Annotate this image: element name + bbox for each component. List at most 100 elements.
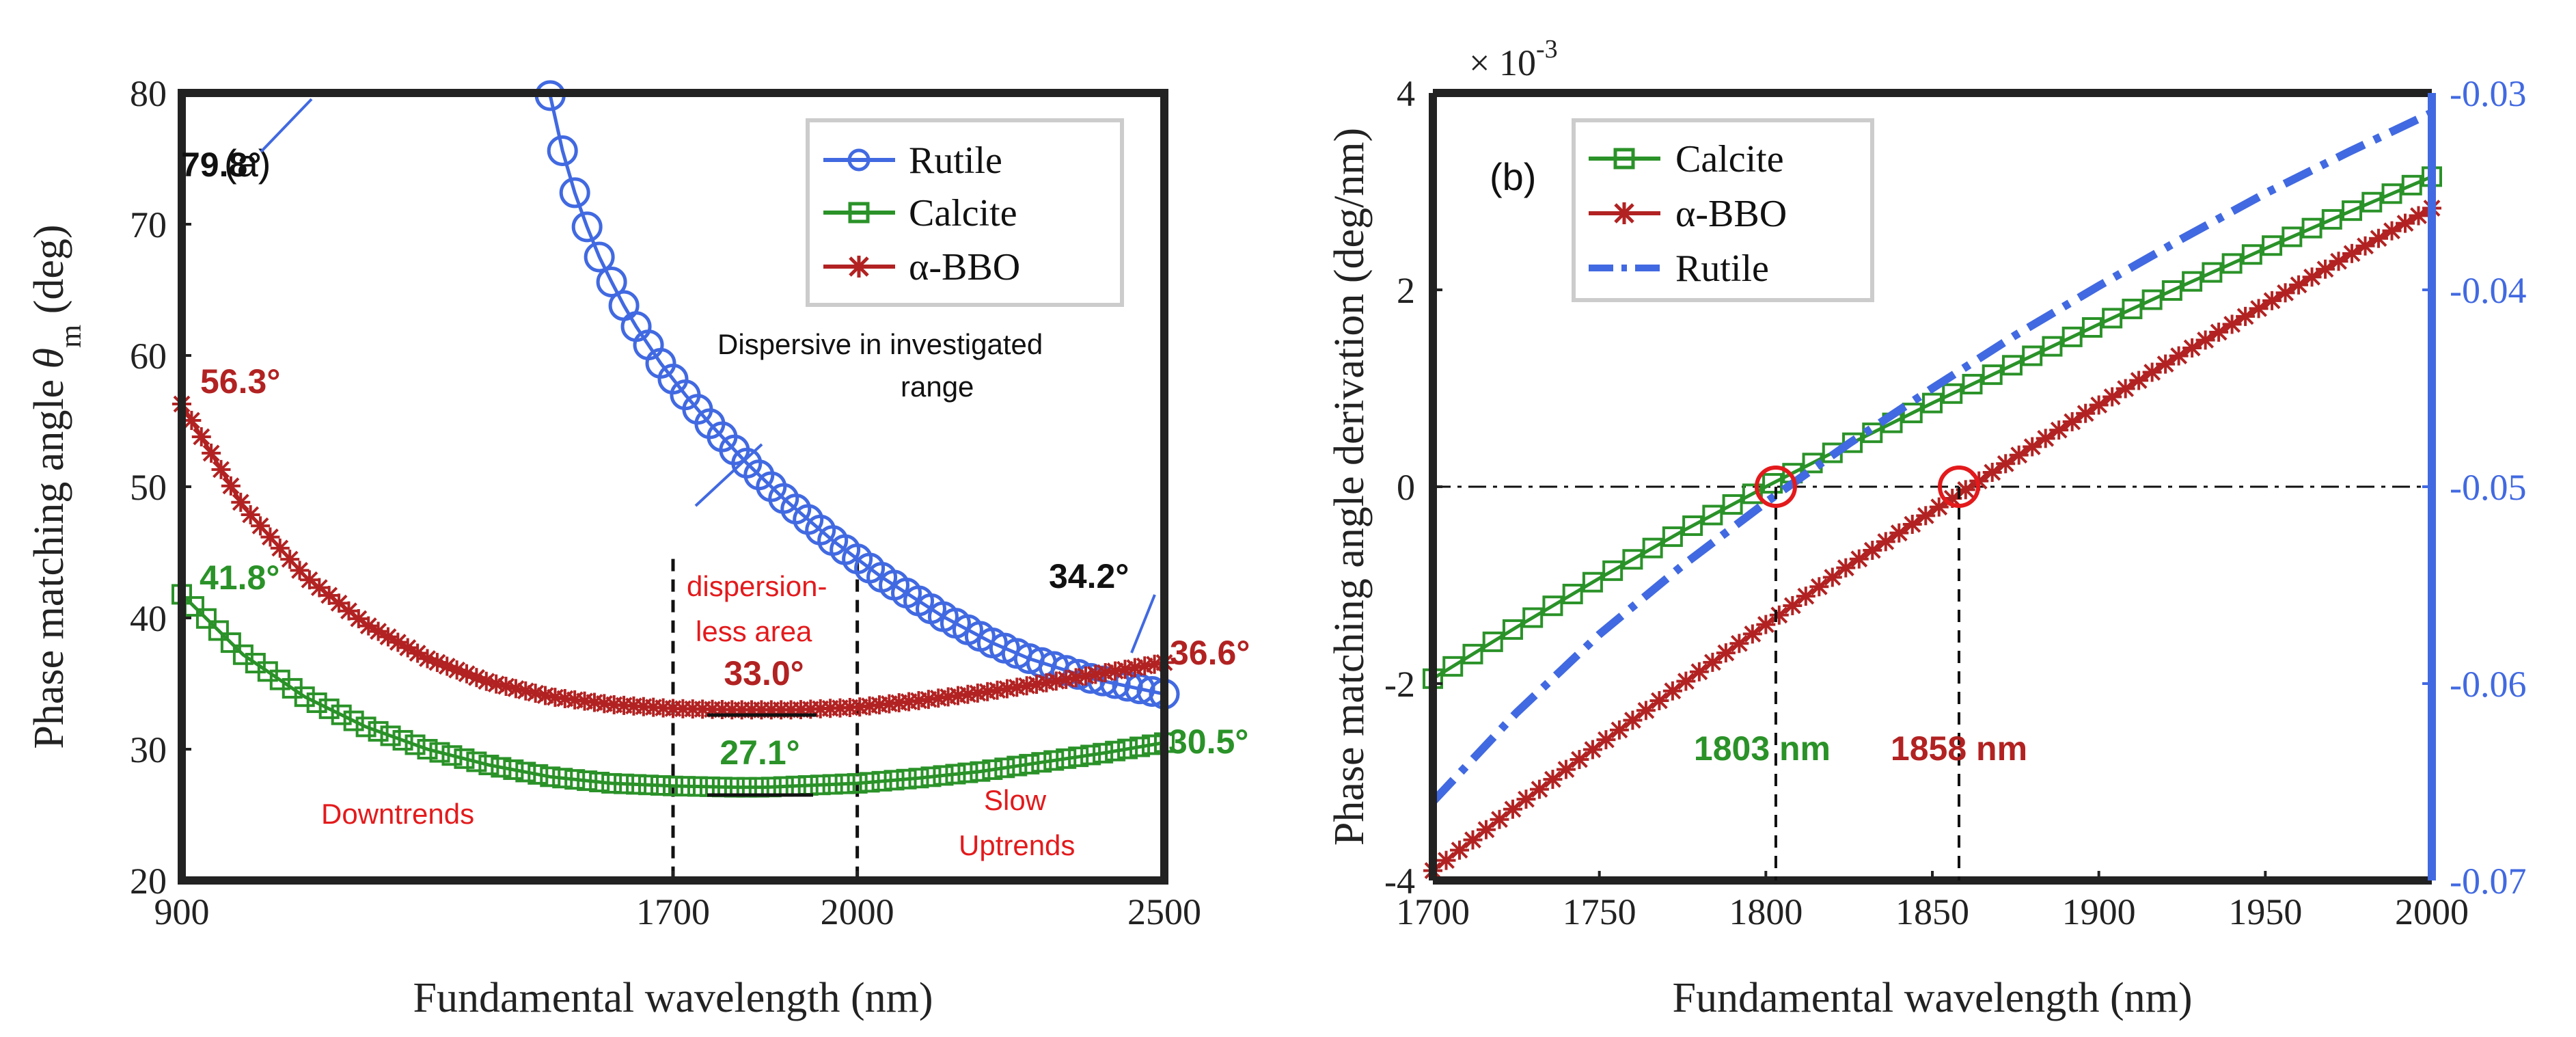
data-point <box>1596 730 1616 750</box>
data-point <box>1582 571 1603 593</box>
legend-bbo-marker <box>848 256 870 278</box>
panel-a-legend: Rutile Calcite α-BBO <box>806 118 1124 307</box>
panel-b-ytick-left-label: -2 <box>1384 664 1415 705</box>
data-point <box>1876 532 1895 552</box>
panel-b-ytick-left-label: -4 <box>1384 861 1415 902</box>
panel-b-multiplier-exp: -3 <box>1536 35 1558 64</box>
series-b-markers-calcite <box>1423 166 2442 689</box>
data-point <box>2182 271 2203 292</box>
data-point <box>1742 624 1762 644</box>
data-point <box>260 527 280 547</box>
data-point <box>601 772 622 794</box>
annotation-33-0: 33.0° <box>724 654 804 692</box>
data-point <box>241 505 260 525</box>
data-point <box>2321 208 2342 230</box>
data-point <box>847 772 868 794</box>
legend-calcite-label: Calcite <box>909 192 1017 234</box>
data-point <box>2042 336 2063 357</box>
data-point <box>2102 387 2122 407</box>
panel-a-ylabel-sub: m <box>54 325 87 348</box>
panel-b-multiplier: × 10-3 <box>1469 35 1558 83</box>
data-point <box>1623 710 1643 730</box>
data-point <box>2401 174 2422 196</box>
data-point <box>1902 515 1922 535</box>
data-point <box>527 764 549 785</box>
data-point <box>1809 577 1829 597</box>
data-point <box>1482 631 1503 652</box>
data-point <box>1662 681 1682 701</box>
data-point <box>1682 515 1703 537</box>
data-point <box>343 710 364 731</box>
data-point <box>1602 560 1623 581</box>
data-point <box>1762 473 1783 494</box>
data-point <box>577 770 598 792</box>
data-point <box>883 770 905 791</box>
data-point <box>1769 605 1789 625</box>
data-point <box>1562 583 1583 604</box>
data-point <box>687 776 708 797</box>
panel-b-xtick-label: 1900 <box>2062 891 2136 932</box>
data-point <box>1662 526 1683 548</box>
series-b-markers-bbo <box>1423 198 2441 880</box>
data-point <box>2089 395 2109 415</box>
data-point <box>1849 549 1869 569</box>
annotation-79-8: 79.8° <box>181 146 261 184</box>
data-point <box>2289 275 2309 295</box>
data-point <box>1093 742 1114 764</box>
data-point <box>2023 437 2042 457</box>
data-point <box>2122 298 2143 319</box>
panel-a-xtick-label: 2500 <box>1127 891 1201 932</box>
data-point <box>319 585 339 605</box>
data-point <box>1756 615 1776 634</box>
panel-b-ticks: 1700 1750 1800 1850 1900 1950 2000 -4 -2 0 2 4 -0.07… <box>1384 73 2526 932</box>
data-point <box>195 608 217 629</box>
data-point <box>388 632 408 652</box>
data-point <box>454 748 475 769</box>
data-point <box>487 674 506 694</box>
panel-b-xtick-label: 1800 <box>1729 891 1803 932</box>
data-point <box>491 757 512 778</box>
data-point <box>1729 634 1749 654</box>
data-point <box>1622 549 1643 570</box>
data-point <box>1031 752 1052 773</box>
legend-b-item-calcite: Calcite <box>1589 138 1784 180</box>
data-point <box>515 762 536 783</box>
panel-b-xtick-label: 1850 <box>1895 891 1969 932</box>
panel-a-xtick-label: 900 <box>154 891 210 932</box>
data-point <box>626 774 647 795</box>
annotation-41-8: 41.8° <box>200 558 279 597</box>
panel-b-xtick-label: 2000 <box>2395 891 2469 932</box>
data-point <box>2076 403 2096 423</box>
panel-b-series <box>1423 109 2442 880</box>
data-point <box>1117 738 1138 759</box>
data-point <box>1582 740 1602 759</box>
data-point <box>1570 750 1589 770</box>
legend-item-calcite: Calcite <box>823 192 1017 234</box>
note-dispersionless-2: less area <box>696 615 812 647</box>
data-point <box>1822 567 1842 587</box>
data-point <box>1676 671 1696 691</box>
data-point <box>1702 504 1723 526</box>
data-point <box>933 765 954 786</box>
data-point <box>1609 720 1629 740</box>
data-point <box>1996 454 2016 474</box>
data-point <box>355 716 376 738</box>
data-point <box>920 766 942 787</box>
data-point <box>2342 243 2362 263</box>
data-point <box>2049 420 2069 440</box>
data-point <box>329 593 349 613</box>
panel-a-ytick-label: 50 <box>130 467 167 508</box>
series-b-line-rutile <box>1429 109 2434 805</box>
note-dispersive-1: Dispersive in investigated <box>717 328 1043 360</box>
data-point <box>571 211 603 243</box>
panel-a-ytick-label: 40 <box>130 598 167 639</box>
data-point <box>478 755 499 776</box>
data-point <box>589 772 610 792</box>
data-point <box>1636 701 1656 720</box>
legend-calcite-marker <box>848 202 870 224</box>
crossing-circle <box>1754 466 1797 508</box>
data-point <box>540 766 561 787</box>
data-point <box>392 729 413 751</box>
data-point <box>2301 217 2322 239</box>
